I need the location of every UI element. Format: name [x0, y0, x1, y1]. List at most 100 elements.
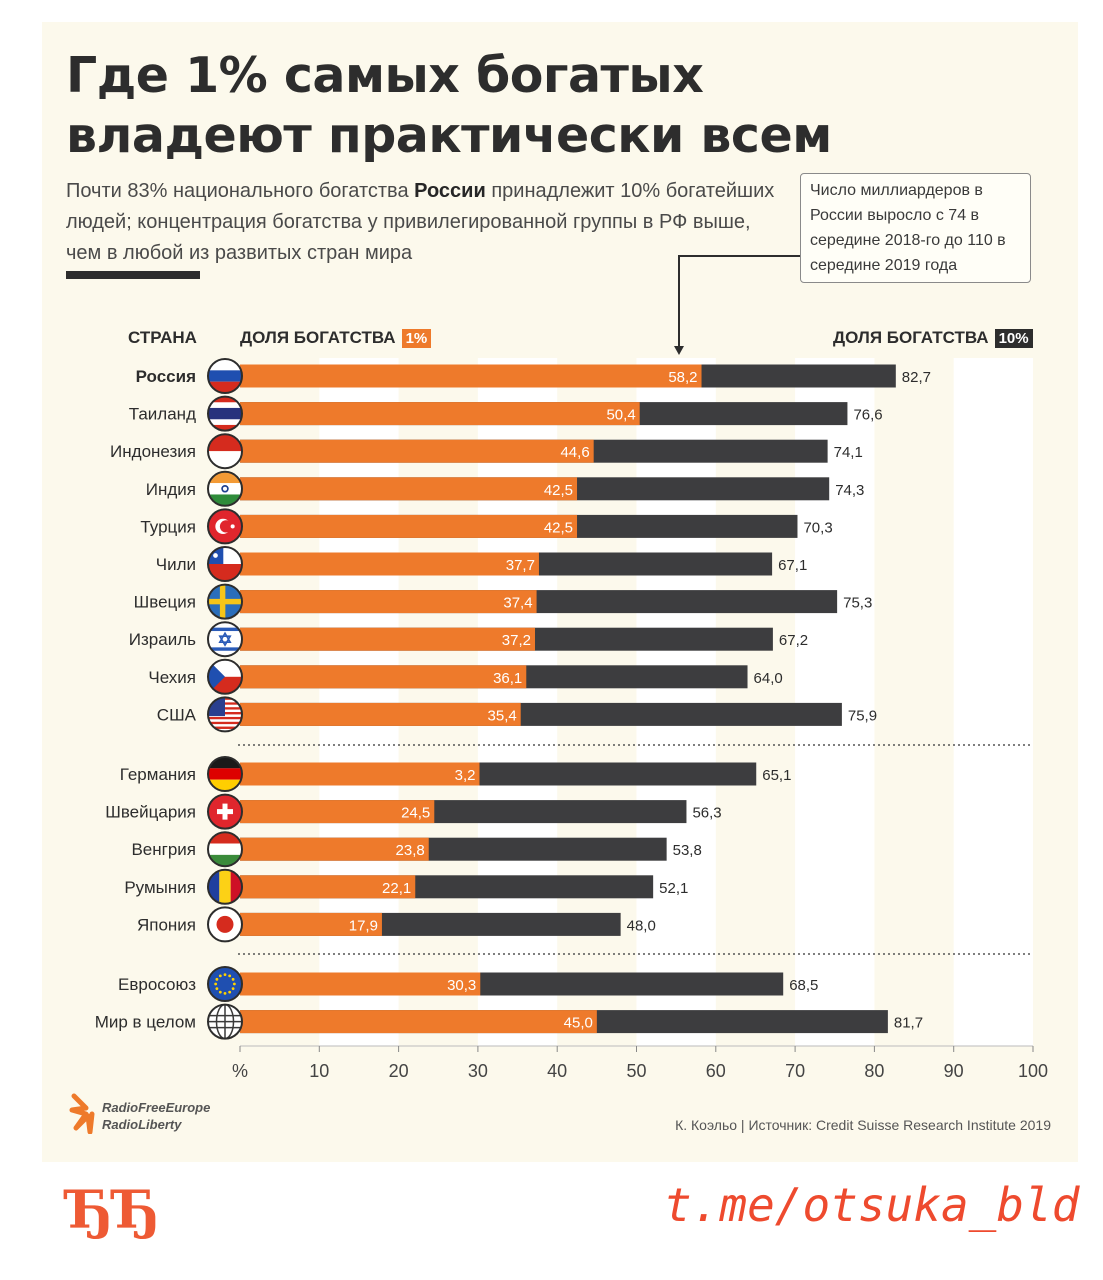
country-label: Чехия: [148, 668, 196, 687]
header-country: СТРАНА: [128, 328, 197, 347]
bar-top1-label: 36,1: [493, 670, 522, 687]
bar-top10-label: 64,0: [754, 670, 783, 687]
header-share-10: ДОЛЯ БОГАТСТВА 10%: [833, 328, 1033, 348]
country-label: Румыния: [124, 878, 196, 897]
usa-flag-icon: [207, 696, 243, 733]
bar-top10-label: 56,3: [692, 805, 721, 822]
grid-stripe: [795, 358, 875, 1046]
x-tick-label: 50: [626, 1061, 646, 1081]
country-label: Евросоюз: [118, 975, 196, 994]
switzerland-flag-icon: [207, 793, 243, 830]
bar-top10-label: 48,0: [627, 917, 656, 934]
x-tick-label: %: [232, 1061, 248, 1081]
x-tick-label: 20: [389, 1061, 409, 1081]
source-credit: К. Коэльо | Источник: Credit Suisse Rese…: [675, 1117, 1051, 1133]
header-share-10-label: ДОЛЯ БОГАТСТВА: [833, 328, 989, 347]
callout-box: Число миллиардеров в России выросло с 74…: [800, 173, 1031, 283]
bar-top1-label: 37,7: [506, 557, 535, 574]
bar-top1-label: 44,6: [560, 444, 589, 461]
bar-top1: [240, 800, 435, 824]
indonesia-flag-icon: [207, 433, 243, 470]
hungary-flag-icon: [207, 831, 243, 868]
badge-1-percent: 1%: [401, 329, 432, 348]
bar-top1: [240, 1010, 597, 1034]
x-tick-label: 100: [1018, 1061, 1048, 1081]
bar-top10-label: 76,6: [853, 407, 882, 424]
israel-flag-icon: [207, 621, 243, 658]
country-label: Швеция: [134, 593, 196, 612]
logo-line-2: RadioLiberty: [102, 1117, 182, 1132]
bar-top1: [240, 702, 521, 726]
bar-top1-label: 45,0: [564, 1015, 593, 1032]
bar-top1: [240, 762, 480, 786]
bar-top1: [240, 972, 481, 996]
country-label: Швейцария: [105, 803, 196, 822]
grid-stripe: [953, 358, 1033, 1046]
bar-top1: [240, 552, 539, 576]
header-share-1: ДОЛЯ БОГАТСТВА 1%: [240, 328, 432, 348]
bar-top1-label: 3,2: [455, 767, 476, 784]
turkey-flag-icon: [207, 508, 243, 545]
bar-top10-label: 53,8: [673, 842, 702, 859]
title-line-2: владеют практически всем: [66, 107, 832, 164]
bar-top1-label: 23,8: [396, 842, 425, 859]
subtitle-rule: [66, 271, 200, 279]
x-tick-label: 30: [468, 1061, 488, 1081]
bar-top1-label: 35,4: [488, 707, 517, 724]
watermark-right: t.me/otsuka_bld: [664, 1178, 1080, 1232]
bar-top1-label: 42,5: [544, 519, 573, 536]
bar-top1: [240, 912, 382, 936]
subtitle-after: принадлежит 10% богатейших людей; концен…: [66, 180, 775, 264]
bar-top1-label: 37,4: [503, 595, 532, 612]
country-label: Россия: [136, 367, 196, 386]
country-label: Мир в целом: [95, 1013, 196, 1032]
subtitle-before: Почти 83% национального богатства: [66, 180, 415, 202]
bar-top1: [240, 875, 416, 899]
eu-flag-icon: [207, 966, 243, 1002]
bar-top1-label: 17,9: [349, 917, 378, 934]
romania-flag-icon: [207, 868, 243, 905]
bar-top1: [240, 477, 578, 501]
bar-top1: [240, 514, 578, 538]
bar-top1-label: 22,1: [382, 880, 411, 897]
country-label: Чили: [156, 555, 196, 574]
x-tick-label: 70: [785, 1061, 805, 1081]
x-tick-label: 90: [944, 1061, 964, 1081]
sweden-flag-icon: [207, 583, 243, 620]
bar-top10-label: 75,9: [848, 707, 877, 724]
bar-top1: [240, 837, 429, 861]
x-tick-label: 60: [706, 1061, 726, 1081]
country-label: Турция: [140, 517, 196, 536]
thailand-flag-icon: [207, 395, 243, 432]
subtitle-bold: России: [414, 180, 486, 202]
x-tick-label: 10: [309, 1061, 329, 1081]
grid-stripe: [636, 358, 716, 1046]
bar-top10-label: 67,2: [779, 632, 808, 649]
subtitle: Почти 83% национального богатства России…: [66, 176, 786, 269]
callout-connector: [678, 255, 800, 257]
bar-top10-label: 82,7: [902, 369, 931, 386]
country-label: США: [157, 705, 197, 724]
watermark-left: ЂЂ: [66, 1180, 160, 1241]
x-tick-label: 80: [864, 1061, 884, 1081]
bar-top10-label: 67,1: [778, 557, 807, 574]
logo-line-1: RadioFreeEurope: [102, 1100, 211, 1115]
callout-arrow-icon: [674, 346, 684, 355]
header-share-1-label: ДОЛЯ БОГАТСТВА: [240, 328, 396, 347]
country-label: Япония: [137, 915, 196, 934]
bar-top1-label: 42,5: [544, 482, 573, 499]
russia-flag-icon: [207, 358, 243, 394]
bar-top10-label: 81,7: [894, 1015, 923, 1032]
country-label: Венгрия: [131, 840, 196, 859]
bar-top1: [240, 665, 527, 689]
india-flag-icon: [207, 470, 243, 507]
bar-top10-label: 74,1: [834, 444, 863, 461]
bar-top10-label: 68,5: [789, 977, 818, 994]
bar-top10-label: 75,3: [843, 595, 872, 612]
country-label: Таиланд: [129, 405, 196, 424]
badge-10-percent: 10%: [994, 329, 1033, 348]
bar-top10-label: 70,3: [803, 519, 832, 536]
page-title: Где 1% самых богатых владеют практически…: [66, 46, 832, 166]
bar-top10-label: 74,3: [835, 482, 864, 499]
